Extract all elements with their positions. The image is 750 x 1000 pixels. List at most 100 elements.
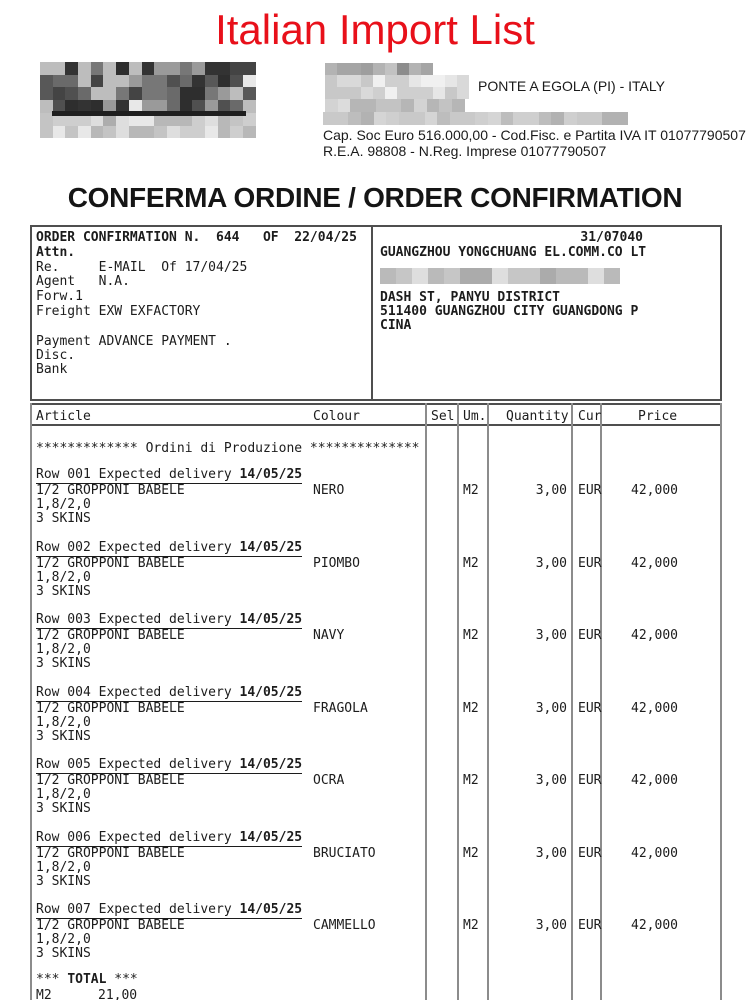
customer-city-line: 511400 GUANGZHOU CITY GUANGDONG P: [380, 304, 639, 319]
total-stars-left: ***: [36, 972, 68, 987]
table-right-border: [720, 403, 722, 1000]
row-um: M2: [463, 556, 479, 571]
row-skins: 3 SKINS: [36, 584, 91, 599]
supplier-logo-underline-bar: [52, 111, 246, 116]
row-delivery-date: 14/05/25: [239, 902, 303, 917]
supplier-location: PONTE A EGOLA (PI) - ITALY: [478, 78, 665, 94]
header-sel: Sel: [431, 409, 455, 424]
row-currency: EUR: [578, 918, 602, 933]
row-quantity: 3,00: [535, 628, 567, 643]
row-spec: 1,8/2,0: [36, 787, 91, 802]
freight-line: Freight EXW EXFACTORY: [36, 304, 201, 319]
row-spec: 1,8/2,0: [36, 570, 91, 585]
row-header-label: Row 001 Expected delivery: [36, 467, 240, 482]
customer-code: 31/07040: [580, 230, 643, 245]
bank-line: Bank: [36, 362, 68, 377]
row-um: M2: [463, 628, 479, 643]
supplier-capital-line: Cap. Soc Euro 516.000,00 - Cod.Fisc. e P…: [323, 127, 746, 143]
order-row: Row 006 Expected delivery 14/05/25 1/2 G…: [0, 830, 750, 892]
agent-line: Agent N.A.: [36, 274, 130, 289]
column-divider-quantity: [487, 403, 489, 1000]
order-row: Row 003 Expected delivery 14/05/25 1/2 G…: [0, 612, 750, 674]
order-box-divider: [371, 227, 373, 399]
row-header: Row 001 Expected delivery 14/05/25: [36, 467, 303, 484]
row-article: 1/2 GROPPONI BABELE: [36, 773, 185, 788]
row-currency: EUR: [578, 628, 602, 643]
header-article: Article: [36, 409, 91, 424]
row-currency: EUR: [578, 483, 602, 498]
supplier-logo-redacted-top: [40, 62, 256, 113]
forw-line: Forw.1: [36, 289, 83, 304]
order-row: Row 007 Expected delivery 14/05/25 1/2 G…: [0, 902, 750, 964]
header-quantity: Quantity: [506, 409, 569, 424]
total-stars-right: ***: [106, 972, 138, 987]
total-label-line: *** TOTAL ***: [36, 972, 138, 987]
row-delivery-date: 14/05/25: [239, 757, 303, 772]
row-article: 1/2 GROPPONI BABELE: [36, 628, 185, 643]
row-colour: FRAGOLA: [313, 701, 368, 716]
payment-line: Payment ADVANCE PAYMENT .: [36, 334, 232, 349]
row-header: Row 007 Expected delivery 14/05/25: [36, 902, 303, 919]
row-header: Row 002 Expected delivery 14/05/25: [36, 540, 303, 557]
header-price: Price: [638, 409, 678, 424]
row-um: M2: [463, 846, 479, 861]
customer-name: GUANGZHOU YONGCHUANG EL.COMM.CO LT: [380, 245, 647, 260]
row-article: 1/2 GROPPONI BABELE: [36, 701, 185, 716]
column-divider-cur: [571, 403, 573, 1000]
total-um: M2: [36, 988, 52, 1000]
row-price: 42,000: [631, 918, 678, 933]
row-spec: 1,8/2,0: [36, 642, 91, 657]
page-title: Italian Import List: [215, 6, 535, 53]
row-colour: NAVY: [313, 628, 345, 643]
row-currency: EUR: [578, 846, 602, 861]
row-skins: 3 SKINS: [36, 801, 91, 816]
supplier-logo-redacted-bottom: [40, 113, 256, 139]
row-skins: 3 SKINS: [36, 874, 91, 889]
row-price: 42,000: [631, 556, 678, 571]
row-currency: EUR: [578, 773, 602, 788]
row-delivery-date: 14/05/25: [239, 467, 303, 482]
row-um: M2: [463, 483, 479, 498]
row-colour: BRUCIATO: [313, 846, 376, 861]
supplier-name-redacted: [325, 63, 433, 75]
total-label: TOTAL: [67, 972, 107, 987]
row-header-label: Row 003 Expected delivery: [36, 612, 240, 627]
order-confirmation-box: [30, 225, 722, 401]
supplier-street-redacted: [325, 75, 469, 99]
row-colour: PIOMBO: [313, 556, 360, 571]
attn-line: Attn.: [36, 245, 76, 260]
row-spec: 1,8/2,0: [36, 497, 91, 512]
row-um: M2: [463, 701, 479, 716]
row-article: 1/2 GROPPONI BABELE: [36, 483, 185, 498]
supplier-rea-line: R.E.A. 98808 - N.Reg. Imprese 0107779050…: [323, 143, 607, 159]
customer-address-redacted: [380, 268, 620, 284]
row-quantity: 3,00: [535, 701, 567, 716]
row-article: 1/2 GROPPONI BABELE: [36, 918, 185, 933]
row-delivery-date: 14/05/25: [239, 612, 303, 627]
column-divider-um: [457, 403, 459, 1000]
disc-line: Disc.: [36, 348, 76, 363]
row-quantity: 3,00: [535, 846, 567, 861]
row-header-label: Row 006 Expected delivery: [36, 830, 240, 845]
row-quantity: 3,00: [535, 773, 567, 788]
row-delivery-date: 14/05/25: [239, 685, 303, 700]
order-row: Row 005 Expected delivery 14/05/25 1/2 G…: [0, 757, 750, 819]
header-colour: Colour: [313, 409, 360, 424]
row-price: 42,000: [631, 846, 678, 861]
row-article: 1/2 GROPPONI BABELE: [36, 556, 185, 571]
table-top-border: [30, 403, 722, 405]
header-um: Um.: [463, 409, 487, 424]
row-skins: 3 SKINS: [36, 946, 91, 961]
row-header-label: Row 004 Expected delivery: [36, 685, 240, 700]
row-article: 1/2 GROPPONI BABELE: [36, 846, 185, 861]
total-quantity: 21,00: [98, 988, 138, 1000]
supplier-contact-redacted: [323, 112, 628, 125]
header-cur: Cur: [578, 409, 602, 424]
re-line: Re. E-MAIL Of 17/04/25: [36, 260, 248, 275]
row-price: 42,000: [631, 773, 678, 788]
document-title: CONFERMA ORDINE / ORDER CONFIRMATION: [67, 182, 683, 213]
row-um: M2: [463, 773, 479, 788]
row-header-label: Row 005 Expected delivery: [36, 757, 240, 772]
column-divider-sel: [425, 403, 427, 1000]
